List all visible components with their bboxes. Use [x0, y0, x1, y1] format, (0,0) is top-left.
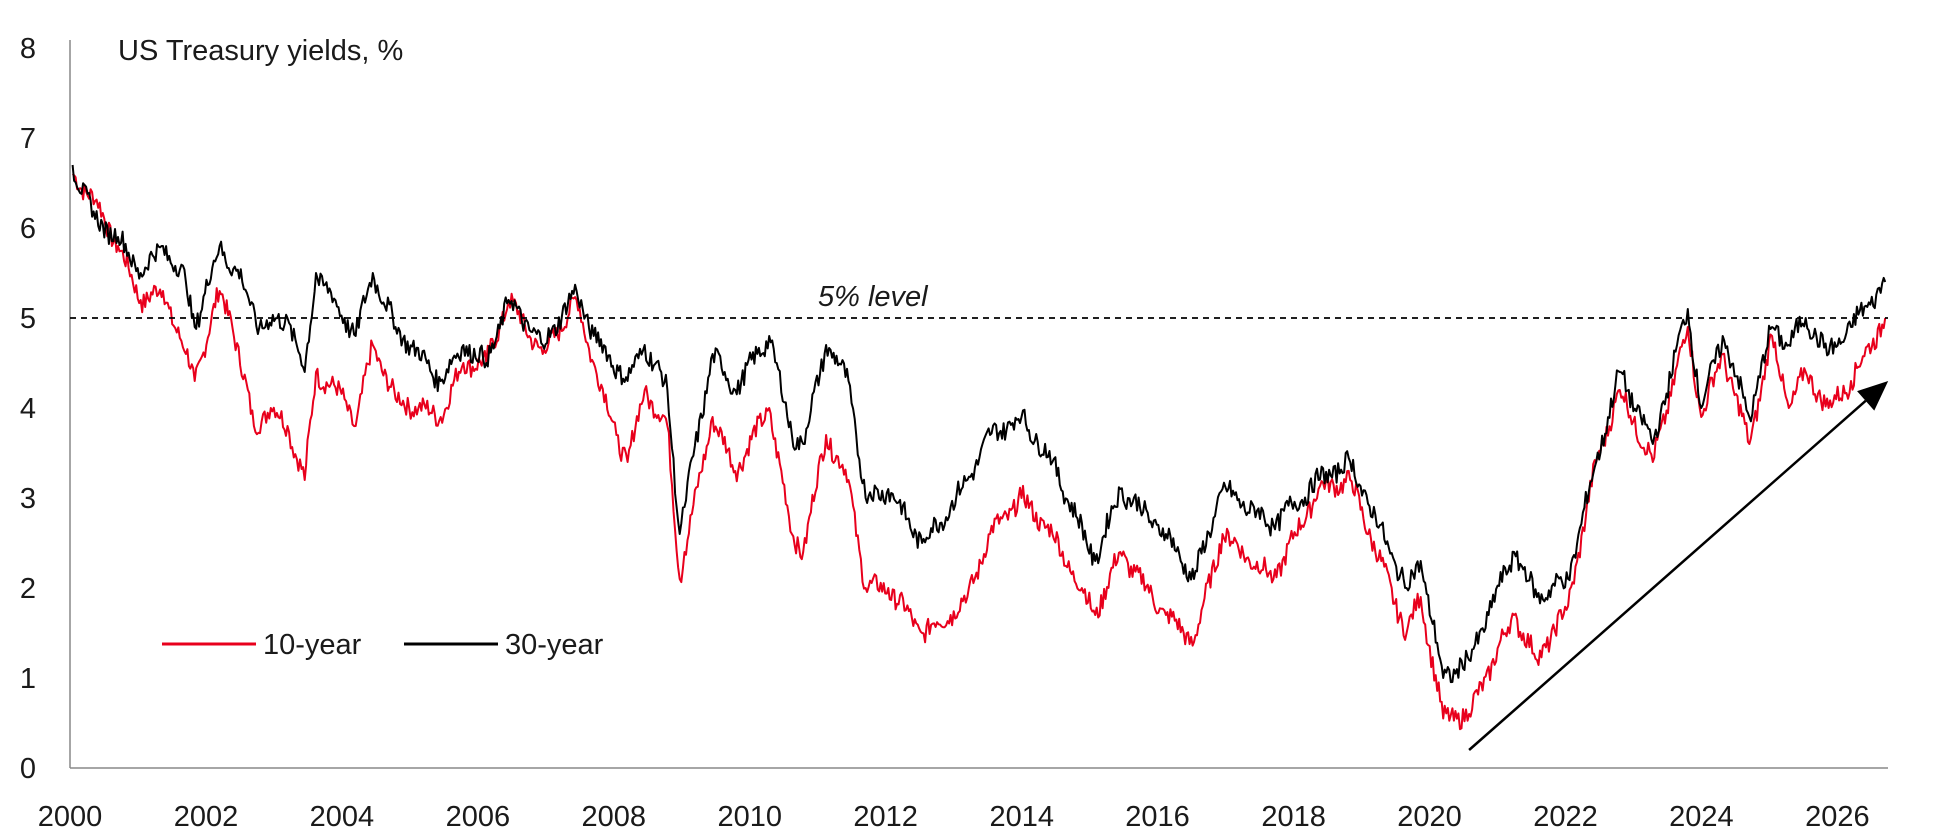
y-tick-label: 0: [20, 753, 36, 785]
series-line-30-year: [71, 164, 1887, 684]
x-tick-label: 2002: [174, 801, 239, 833]
x-tick-label: 2004: [310, 801, 375, 833]
x-tick-label: 2010: [718, 801, 783, 833]
x-tick-label: 2000: [38, 801, 103, 833]
y-tick-label: 2: [20, 573, 36, 605]
x-tick-label: 2014: [989, 801, 1054, 833]
reference-line-label: 5% level: [818, 281, 929, 313]
y-tick-label: 7: [20, 123, 36, 155]
trend-arrow-head: [1857, 381, 1889, 411]
chart-title: US Treasury yields, %: [118, 35, 403, 67]
x-tick-label: 2006: [446, 801, 511, 833]
arrow-layer: [1468, 381, 1889, 751]
legend: 10-year 30-year: [162, 629, 604, 661]
x-tick-label: 2020: [1397, 801, 1462, 833]
x-tick-label: 2022: [1533, 801, 1598, 833]
y-tick-label: 5: [20, 303, 36, 335]
x-tick-label: 2018: [1261, 801, 1326, 833]
y-tick-label: 8: [20, 33, 36, 65]
x-tick-label: 2008: [582, 801, 647, 833]
y-tick-label: 6: [20, 213, 36, 245]
y-tick-label: 3: [20, 483, 36, 515]
trend-arrow-shaft: [1468, 399, 1867, 751]
x-tick-label: 2012: [853, 801, 918, 833]
series-line-10-year: [71, 173, 1887, 731]
axes-layer: 0 1 2 3 4 5 6 7 8 2000 2002 2004 2006 2008 2010 2012 201…: [20, 33, 1888, 833]
x-tick-label: 2026: [1805, 801, 1870, 833]
x-tick-label: 2016: [1125, 801, 1190, 833]
y-tick-label: 1: [20, 663, 36, 695]
y-tick-label: 4: [20, 393, 36, 425]
x-tick-label: 2024: [1669, 801, 1734, 833]
legend-label-30-year: 30-year: [505, 629, 604, 661]
legend-label-10-year: 10-year: [263, 629, 362, 661]
series-layer: [71, 164, 1887, 731]
